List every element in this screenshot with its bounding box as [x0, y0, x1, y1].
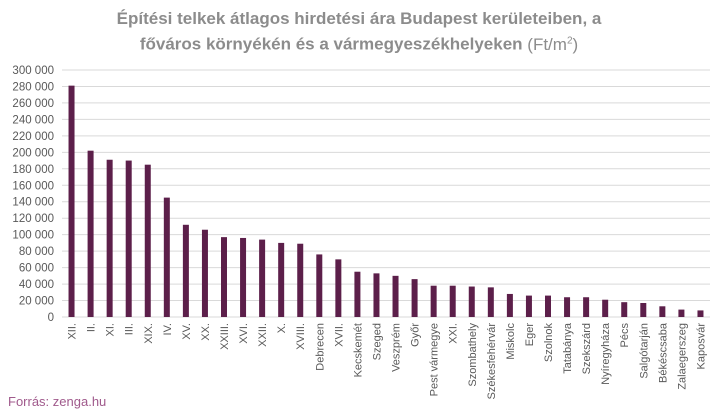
bar — [659, 306, 666, 317]
y-tick-label: 240 000 — [12, 114, 54, 126]
x-tick-label: Eger — [524, 323, 536, 347]
x-tick-label: III. — [124, 323, 136, 335]
y-tick-label: 80 000 — [19, 246, 54, 258]
bar — [240, 237, 247, 317]
bar — [449, 285, 456, 317]
x-tick-label: XXI. — [448, 323, 460, 344]
unit-superscript: 2 — [566, 35, 573, 46]
bar — [335, 259, 342, 317]
x-tick-label: Salgótarján — [638, 323, 650, 379]
y-tick-label: 140 000 — [12, 197, 54, 209]
bar — [392, 275, 399, 317]
bar — [106, 159, 113, 317]
bar — [468, 286, 475, 317]
x-tick-label: XXII. — [257, 323, 269, 347]
bar — [697, 310, 704, 317]
y-tick-label: 20 000 — [19, 296, 54, 308]
bar — [201, 229, 208, 317]
x-tick-label: XXIII. — [219, 323, 231, 350]
x-tick-label: Nyíregyháza — [600, 322, 612, 385]
bar — [411, 279, 418, 317]
bar — [87, 150, 94, 317]
y-tick-label: 260 000 — [12, 98, 54, 110]
bar — [221, 237, 227, 317]
chart-title-line2-text: főváros környékén és a vármegyeszékhelye… — [139, 34, 523, 54]
bar — [354, 271, 361, 317]
x-tick-label: XII. — [67, 323, 79, 340]
y-tick-label: 120 000 — [12, 213, 54, 225]
x-tick-label: XVII. — [333, 323, 345, 347]
bar — [583, 297, 590, 317]
unit-suffix: ) — [572, 34, 579, 54]
x-tick-label: XV. — [181, 323, 193, 340]
bar — [259, 239, 266, 317]
y-tick-label: 180 000 — [12, 164, 54, 176]
x-tick-label: XI. — [105, 323, 117, 336]
x-tick-label: Székesfehérvár — [486, 323, 498, 400]
bar — [373, 273, 380, 317]
y-tick-label: 220 000 — [12, 131, 54, 143]
bar — [602, 299, 609, 317]
x-tick-label: Zalaegerszeg — [676, 323, 688, 390]
bar — [564, 297, 571, 317]
bar — [163, 197, 170, 317]
bar — [182, 224, 189, 317]
chart-title-unit: (Ft/m2) — [527, 35, 578, 54]
x-tick-label: Győr — [410, 323, 422, 347]
chart-title-line1: Építési telkek átlagos hirdetési ára Bud… — [116, 9, 602, 28]
bar — [525, 295, 532, 317]
x-tick-label: II. — [86, 323, 98, 332]
x-tick-label: Békéscsaba — [657, 322, 669, 383]
bar — [278, 242, 285, 317]
y-tick-label: 60 000 — [19, 263, 54, 275]
bar — [125, 160, 132, 317]
x-tick-label: Kaposvár — [695, 323, 707, 370]
x-tick-label: Pest vármegye — [429, 323, 441, 396]
bar — [621, 302, 628, 317]
x-tick-label: XVI. — [238, 323, 250, 344]
x-tick-label: Szeged — [371, 323, 383, 360]
bar — [678, 309, 685, 317]
y-tick-label: 300 000 — [12, 65, 54, 77]
bar — [487, 287, 494, 317]
y-tick-label: 100 000 — [12, 230, 54, 242]
y-tick-label: 0 — [48, 312, 54, 324]
bar — [640, 303, 647, 317]
x-tick-label: Tatabánya — [562, 322, 574, 374]
x-tick-label: Szekszárd — [581, 323, 593, 374]
x-tick-label: Debrecen — [314, 323, 326, 371]
y-tick-label: 160 000 — [12, 180, 54, 192]
x-tick-label: IV. — [162, 323, 174, 335]
bar — [68, 85, 75, 317]
bar — [297, 243, 304, 317]
x-tick-label: X. — [276, 323, 288, 333]
x-tick-label: XX. — [200, 323, 212, 341]
y-tick-label: 280 000 — [12, 81, 54, 93]
bar — [316, 254, 323, 317]
bar — [430, 285, 437, 317]
x-tick-label: XVIII. — [295, 323, 307, 350]
bar — [506, 293, 513, 317]
bar — [545, 295, 551, 317]
x-tick-label: XIX. — [143, 323, 155, 344]
unit-prefix: (Ft/m — [527, 34, 567, 54]
y-tick-label: 200 000 — [12, 147, 54, 159]
y-tick-label: 40 000 — [19, 279, 54, 291]
x-tick-label: Miskolc — [505, 323, 517, 360]
source-label: Forrás: zenga.hu — [8, 394, 107, 409]
x-tick-label: Kecskemét — [352, 323, 364, 377]
x-tick-label: Veszprém — [391, 323, 403, 372]
x-tick-label: Szolnok — [543, 323, 555, 363]
x-tick-label: Pécs — [619, 323, 631, 348]
chart-title: Építési telkek átlagos hirdetési ára Bud… — [0, 8, 718, 56]
chart-title-line2: főváros környékén és a vármegyeszékhelye… — [0, 30, 718, 56]
bar — [144, 164, 151, 317]
x-tick-label: Szombathely — [467, 323, 479, 387]
